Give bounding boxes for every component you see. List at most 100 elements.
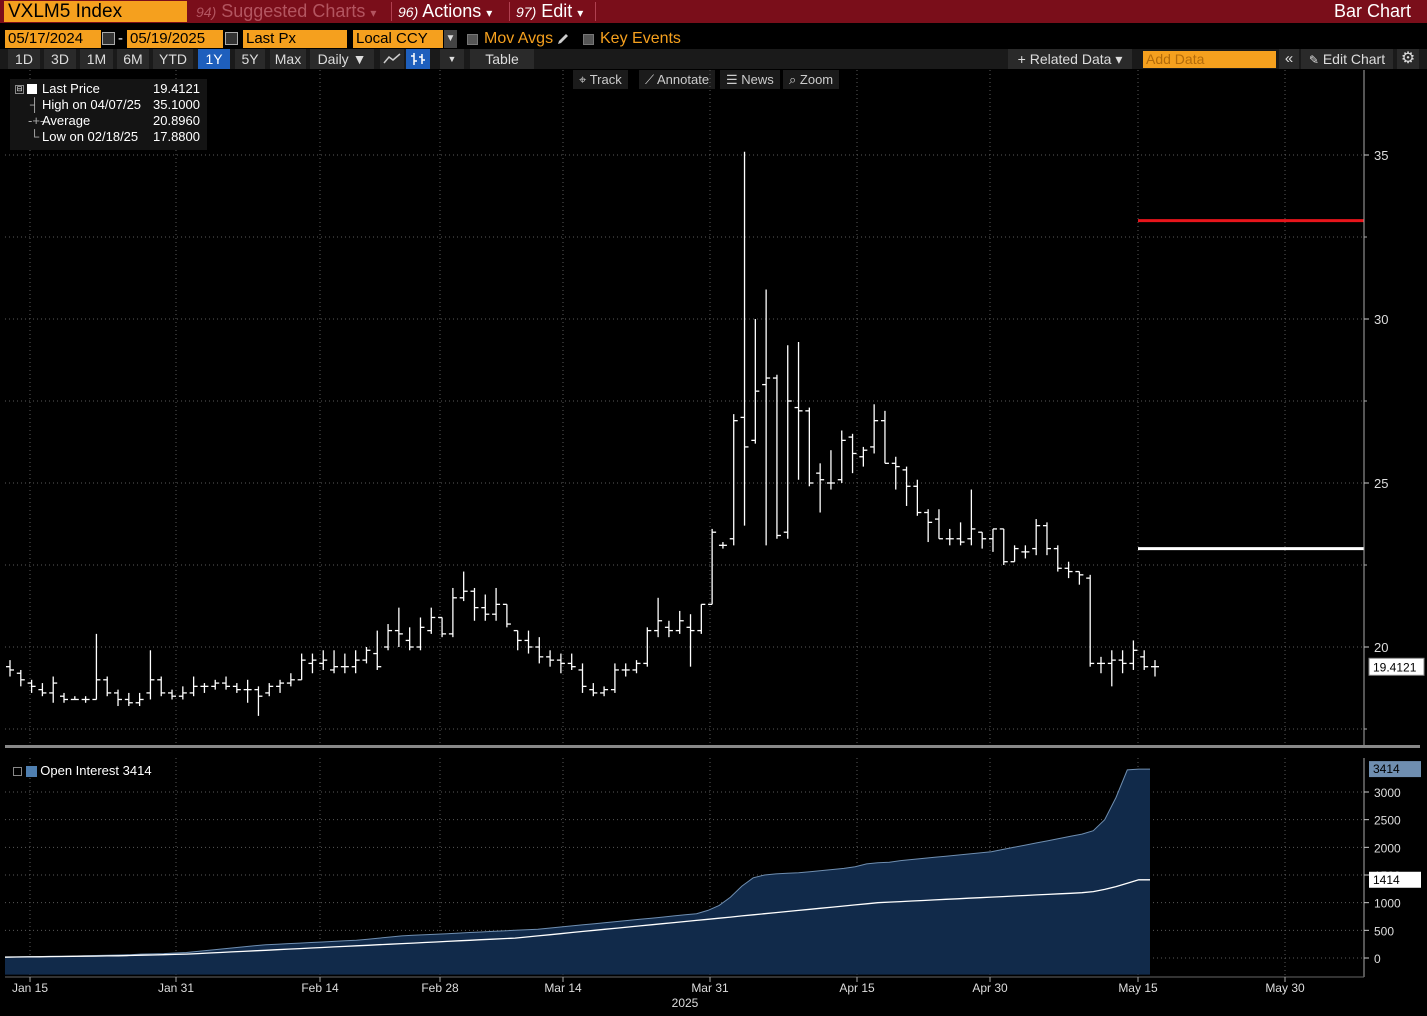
calendar-icon[interactable]	[102, 32, 115, 45]
price-bar	[513, 629, 522, 651]
price-bar	[157, 676, 166, 697]
gear-icon[interactable]: ⚙	[1397, 49, 1419, 69]
annotate-button[interactable]: ⟋ Annotate	[639, 70, 716, 89]
pencil-icon[interactable]	[556, 32, 570, 46]
price-bar	[70, 696, 79, 701]
start-date-input[interactable]: 05/17/2024	[5, 30, 101, 48]
pencil-icon: ✎	[1308, 53, 1319, 67]
currency-select[interactable]: Local CCY	[353, 30, 443, 48]
price-bar	[49, 676, 58, 703]
menu-edit[interactable]: 97) Edit ▾	[516, 0, 583, 23]
range-button-1y[interactable]: 1Y	[198, 49, 230, 69]
price-bar	[751, 319, 760, 444]
chevron-down-icon: ▾	[486, 6, 493, 20]
period-select[interactable]: Daily ▼	[310, 49, 374, 69]
key-events-label[interactable]: Key Events	[600, 30, 681, 47]
price-bar	[384, 624, 393, 651]
price-bar	[524, 630, 533, 654]
date-separator: -	[118, 30, 123, 47]
price-bar	[470, 587, 479, 621]
price-bar	[1129, 640, 1138, 670]
chevron-down-icon[interactable]: ▼	[440, 49, 464, 69]
price-bar	[837, 430, 846, 483]
collapse-icon[interactable]: «	[1279, 49, 1299, 69]
news-button[interactable]: ☰ News	[720, 70, 780, 89]
bar-chart-icon[interactable]	[406, 49, 430, 69]
price-bar	[38, 683, 47, 697]
price-bar	[81, 696, 90, 703]
menu-suggested-charts[interactable]: 94) Suggested Charts ▾	[196, 0, 376, 23]
track-button[interactable]: ⌖ Track	[573, 70, 628, 89]
legend-swatch	[25, 766, 37, 778]
price-bar	[762, 289, 771, 546]
price-bar	[200, 683, 209, 693]
panel-divider[interactable]	[5, 745, 1420, 748]
price-bar	[848, 433, 857, 474]
divider	[595, 2, 596, 21]
y-tick-label: 25	[1374, 476, 1388, 491]
price-bar	[319, 650, 328, 670]
menu-number: 97)	[516, 4, 537, 20]
price-legend: ⊟ Last Price 19.4121 ┤ High on 04/07/25 …	[10, 79, 207, 150]
price-bar	[967, 489, 976, 546]
mov-avgs-checkbox[interactable]	[467, 34, 478, 45]
chevron-down-icon[interactable]: ▼	[444, 30, 457, 48]
price-bar	[654, 597, 663, 638]
collapse-icon[interactable]: ⊟	[15, 85, 24, 94]
price-bar	[1053, 545, 1062, 572]
field-select[interactable]: Last Px	[243, 30, 347, 48]
price-bar	[416, 617, 425, 651]
price-bar	[1021, 545, 1030, 559]
last-price-label: 19.4121	[1373, 660, 1417, 674]
top-bar	[0, 0, 1427, 23]
table-button[interactable]: Table	[470, 49, 534, 69]
x-tick-label: Mar 31	[691, 981, 729, 995]
range-button-1d[interactable]: 1D	[8, 49, 40, 69]
price-bar	[1010, 545, 1019, 563]
y-tick-label: 20	[1374, 640, 1388, 655]
price-bar	[999, 528, 1008, 565]
menu-label: Edit	[541, 1, 573, 21]
range-button-3d[interactable]: 3D	[44, 49, 76, 69]
secondary-tag	[1369, 871, 1421, 888]
range-button-ytd[interactable]: YTD	[153, 49, 193, 69]
line-chart-icon[interactable]	[380, 49, 404, 69]
range-button-6m[interactable]: 6M	[117, 49, 149, 69]
price-bar	[589, 683, 598, 697]
ticker-field[interactable]: VXLM5 Index	[4, 1, 187, 22]
price-bar	[794, 341, 803, 480]
price-bar	[988, 528, 997, 552]
legend-swatch	[27, 84, 37, 94]
price-bar	[1140, 650, 1149, 670]
key-events-checkbox[interactable]	[583, 34, 594, 45]
related-data-button[interactable]: + Related Data ▾	[1008, 49, 1132, 69]
range-button-1m[interactable]: 1M	[80, 49, 113, 69]
end-date-input[interactable]: 05/19/2025	[127, 30, 223, 48]
collapse-icon[interactable]	[13, 767, 22, 777]
price-bar	[114, 689, 123, 707]
price-bar	[1075, 570, 1084, 585]
mov-avgs-label[interactable]: Mov Avgs	[484, 30, 554, 47]
x-tick-label: Feb 14	[301, 981, 339, 995]
price-bar	[232, 683, 241, 693]
x-tick-label: Apr 15	[839, 981, 875, 995]
menu-label: Actions	[422, 1, 482, 21]
menu-actions[interactable]: 96) Actions ▾	[398, 0, 492, 23]
legend-row-low: └ Low on 02/18/25 17.8800	[10, 129, 207, 145]
menu-number: 96)	[398, 4, 419, 20]
price-bar	[740, 151, 749, 526]
edit-chart-button[interactable]: ✎ Edit Chart	[1301, 49, 1393, 69]
x-tick-label: Feb 28	[421, 981, 459, 995]
range-button-5y[interactable]: 5Y	[235, 49, 265, 69]
legend-row-average: -+- Average 20.8960	[10, 113, 207, 129]
x-tick-label: May 30	[1265, 981, 1305, 995]
range-button-max[interactable]: Max	[270, 49, 306, 69]
chevron-down-icon: ▾	[370, 6, 377, 20]
calendar-icon[interactable]	[225, 32, 238, 45]
annotate-label: Annotate	[657, 72, 710, 87]
price-bar	[124, 692, 133, 707]
zoom-button[interactable]: ⌕ Zoom	[783, 70, 840, 89]
y-tick-label: 35	[1374, 148, 1388, 163]
add-data-input[interactable]: Add Data	[1143, 51, 1276, 68]
